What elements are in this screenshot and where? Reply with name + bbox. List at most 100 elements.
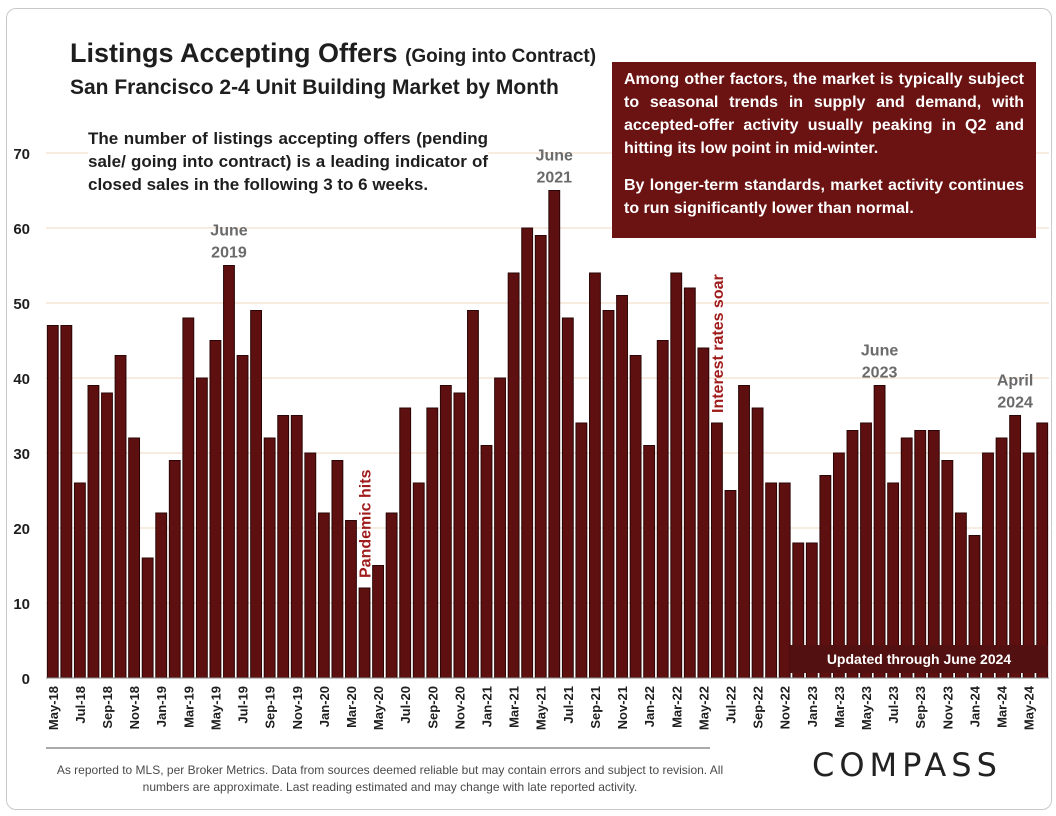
- bar: [317, 512, 330, 679]
- x-tick-label: Nov-18: [127, 686, 142, 729]
- x-tick-label: Sep-23: [913, 686, 928, 729]
- x-tick-label: Nov-20: [452, 686, 467, 729]
- x-tick-label: Sep-22: [751, 686, 766, 729]
- x-tick-label: Jan-21: [480, 686, 495, 727]
- annotation-label: April: [997, 373, 1033, 390]
- bar: [683, 287, 696, 679]
- x-tick-label: Jul-21: [561, 686, 576, 724]
- x-tick-label: Jan-24: [967, 685, 982, 727]
- x-tick-label: Sep-21: [588, 686, 603, 729]
- annotation-label: June: [536, 148, 573, 165]
- bar: [304, 452, 317, 679]
- bar: [277, 415, 290, 679]
- y-tick-label: 30: [13, 446, 30, 463]
- annotation-year: 2024: [997, 395, 1033, 412]
- bar: [602, 310, 615, 679]
- annotation-year: 2021: [536, 170, 572, 187]
- y-tick-label: 20: [13, 521, 30, 538]
- leading-indicator-note: The number of listings accepting offers …: [88, 127, 488, 196]
- annotation-label: June: [210, 223, 247, 240]
- x-tick-label: Jul-20: [398, 686, 413, 724]
- annotations: June 2019 June 2021 June 2023 April 2024 Pandemi…: [210, 148, 1033, 579]
- bar: [616, 295, 628, 679]
- bar: [656, 340, 669, 679]
- x-tick-label: May-19: [208, 686, 223, 730]
- bar: [209, 340, 222, 679]
- bar: [860, 422, 872, 679]
- bar: [155, 512, 168, 679]
- bar: [751, 407, 764, 679]
- bar: [1036, 422, 1049, 679]
- y-tick-label: 40: [13, 371, 30, 388]
- x-tick-label: Jan-20: [317, 686, 332, 727]
- x-tick-label: Sep-18: [100, 686, 115, 729]
- event-annotation: Interest rates soar: [710, 274, 727, 413]
- title-suffix: (Going into Contract): [405, 46, 597, 67]
- bar: [399, 407, 412, 679]
- x-tick-label: Nov-19: [290, 686, 305, 729]
- bar: [182, 317, 195, 679]
- x-tick-label: Jan-23: [805, 686, 820, 727]
- bar: [290, 415, 303, 679]
- bar: [494, 377, 506, 679]
- bar: [900, 437, 913, 679]
- x-tick-label: Mar-19: [181, 686, 196, 728]
- x-tick-label: Mar-20: [344, 686, 359, 728]
- bar: [914, 430, 927, 679]
- bar: [87, 385, 100, 679]
- x-tick-label: May-22: [696, 686, 711, 730]
- x-axis-ticks: May-18 Jul-18 Sep-18 Nov-18 Jan-19 Mar-19 May-…: [46, 685, 1037, 730]
- bar: [873, 385, 886, 679]
- bar: [467, 310, 479, 679]
- bar: [46, 325, 59, 679]
- bar: [372, 565, 384, 679]
- bar: [561, 317, 574, 679]
- bar: [168, 460, 181, 679]
- bar: [250, 310, 263, 679]
- info-paragraph-2: By longer-term standards, market activit…: [624, 177, 1024, 217]
- bar: [846, 430, 859, 679]
- annotation-year: 2023: [862, 365, 898, 382]
- bar: [426, 407, 439, 679]
- bar: [412, 482, 425, 679]
- bar: [778, 482, 791, 679]
- annotation-label: June: [861, 343, 898, 360]
- bar: [439, 385, 452, 679]
- y-tick-label: 60: [13, 221, 30, 238]
- chart-subtitle: San Francisco 2-4 Unit Building Market b…: [70, 76, 559, 99]
- x-tick-label: Nov-21: [615, 686, 630, 729]
- bar: [195, 377, 208, 679]
- x-tick-label: Mar-22: [669, 686, 684, 728]
- x-tick-label: May-18: [46, 686, 61, 730]
- x-tick-label: Sep-19: [263, 686, 278, 729]
- bar: [724, 490, 737, 679]
- source-footnote: As reported to MLS, per Broker Metrics. …: [56, 763, 724, 794]
- bar: [331, 460, 344, 679]
- bar: [927, 430, 940, 679]
- bar: [670, 272, 683, 679]
- bar: [738, 385, 750, 679]
- x-tick-label: Mar-23: [832, 686, 847, 728]
- x-tick-label: Jul-22: [723, 686, 738, 724]
- x-tick-label: Jan-19: [154, 686, 169, 727]
- bar: [101, 392, 113, 679]
- bar: [575, 422, 588, 679]
- event-annotation: Pandemic hits: [358, 469, 375, 578]
- bar: [114, 355, 127, 679]
- bar: [263, 437, 276, 679]
- y-tick-label: 50: [13, 296, 30, 313]
- bar: [995, 437, 1008, 679]
- bar: [385, 512, 398, 679]
- x-tick-label: Mar-24: [995, 685, 1010, 728]
- x-tick-label: May-23: [859, 686, 874, 730]
- x-axis: [46, 677, 1049, 749]
- bar: [358, 587, 371, 679]
- bar: [128, 437, 141, 679]
- updated-through-banner: Updated through June 2024: [790, 645, 1048, 673]
- bar: [1009, 415, 1022, 679]
- bar: [507, 272, 520, 679]
- annotation-year: 2019: [211, 245, 247, 262]
- x-tick-label: Mar-21: [507, 686, 522, 728]
- y-tick-label: 10: [13, 596, 30, 613]
